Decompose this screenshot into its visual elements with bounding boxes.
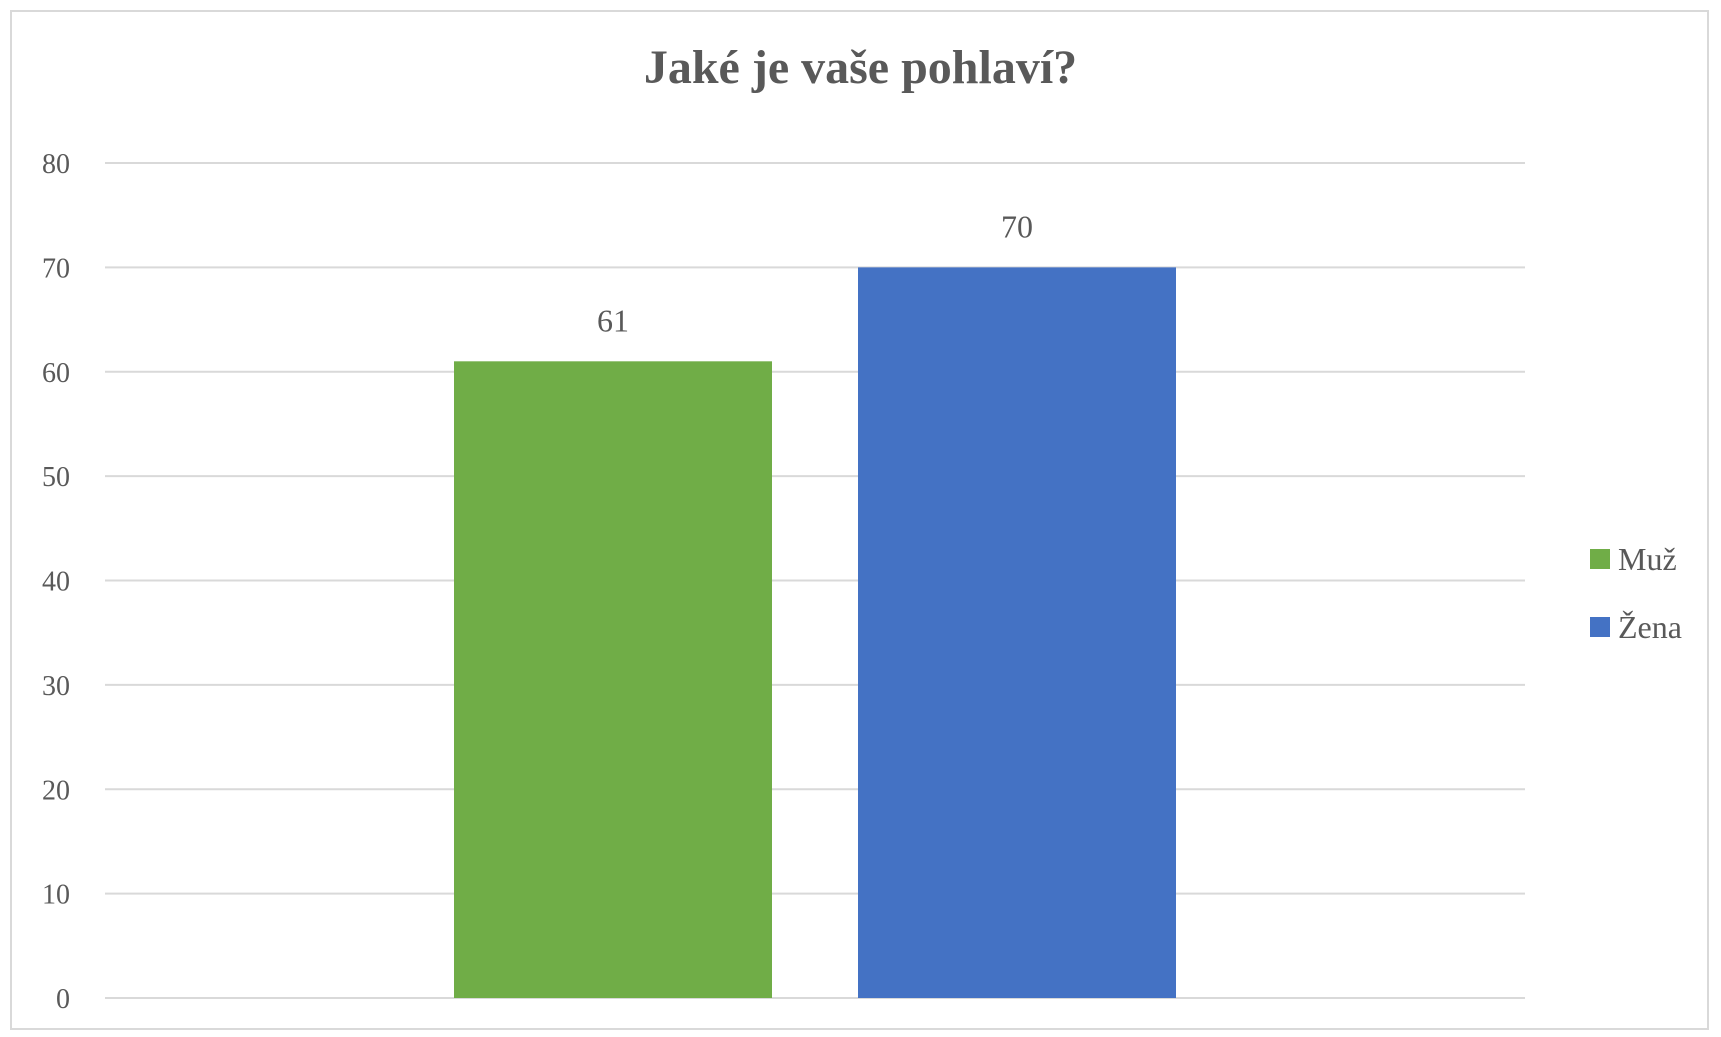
legend-item-zena: Žena (1590, 593, 1682, 661)
data-label-muz: 61 (597, 302, 629, 338)
bar-zena (858, 267, 1176, 998)
chart-title: Jaké je vaše pohlaví? (643, 41, 1078, 94)
data-label-zena: 70 (1001, 208, 1033, 244)
y-tick-label: 80 (42, 149, 70, 180)
legend-label-muz: Muž (1618, 540, 1677, 577)
legend-item-muz: Muž (1590, 525, 1682, 593)
y-tick-label: 70 (42, 253, 70, 284)
bars (454, 267, 1176, 998)
y-tick-label: 30 (42, 671, 70, 702)
legend-swatch-muz (1590, 549, 1610, 569)
data-labels: 61 70 (597, 208, 1033, 338)
legend-label-zena: Žena (1618, 608, 1682, 645)
legend: Muž Žena (1590, 525, 1682, 661)
y-tick-label: 60 (42, 358, 70, 389)
y-tick-label: 20 (42, 775, 70, 806)
legend-swatch-zena (1590, 617, 1610, 637)
bar-muz (454, 361, 772, 998)
y-tick-label: 0 (56, 984, 70, 1015)
y-axis-ticks: 0 10 20 30 40 50 60 70 80 (42, 149, 70, 1015)
y-tick-label: 50 (42, 462, 70, 493)
gridlines (105, 162, 1525, 999)
y-tick-label: 40 (42, 567, 70, 598)
y-tick-label: 10 (42, 880, 70, 911)
